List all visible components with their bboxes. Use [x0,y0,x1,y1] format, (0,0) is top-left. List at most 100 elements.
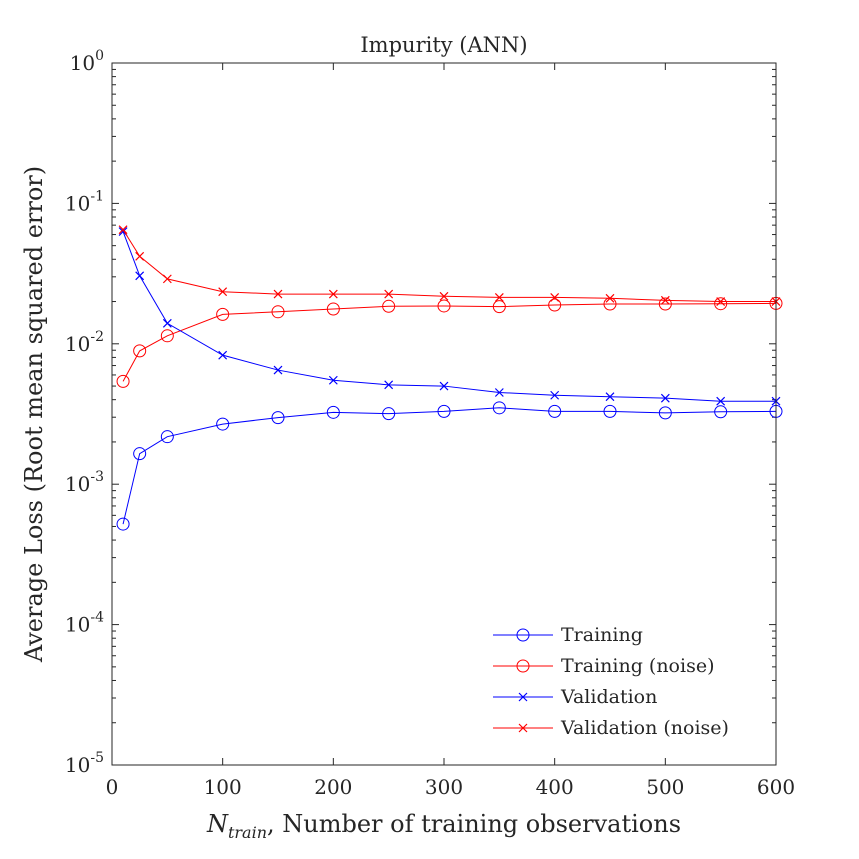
series-layer [116,225,783,531]
data-point-circle [492,401,506,415]
series-line [122,231,776,402]
x-axis-label-text: , Number of training observations [267,810,681,838]
data-point-x [605,392,615,402]
data-point-circle [116,374,130,388]
y-tick-base: 10 [65,753,90,777]
data-point-x [135,271,145,281]
data-point-x [494,388,504,397]
data-point-circle [714,405,728,419]
legend: Training Training (noise) Validation Valida… [493,624,729,739]
series-line [122,302,777,382]
y-tick-label: 10-2 [65,329,104,356]
data-point-circle [548,298,562,312]
legend-label: Validation [560,686,657,708]
data-point-circle [658,406,672,420]
legend-marker [518,692,528,702]
x-tick-label: 200 [314,775,352,799]
data-point-x [162,318,172,328]
data-point-circle [603,404,617,418]
y-tick-exponent: -3 [90,469,104,485]
data-point-x [439,291,449,301]
data-point-x [716,297,726,306]
x-tick-label: 300 [425,775,463,799]
data-point-circle [714,297,728,311]
data-point-x [162,274,172,284]
series-validation [118,227,781,406]
data-point-circle [492,300,506,314]
data-point-x [384,380,394,390]
data-point-circle [216,307,230,321]
y-tick-exponent: -2 [90,329,104,345]
data-point-x [218,350,228,360]
data-point-x [218,287,228,297]
data-point-x [135,251,145,261]
data-point-circle [133,344,147,358]
x-tick-label: 400 [536,775,574,799]
y-tick-label: 10-4 [65,610,104,637]
x-axis-label-subscript: train [228,823,267,842]
plot-area [112,63,776,765]
data-point-circle [271,411,285,425]
data-point-x [439,381,449,391]
data-point-circle [133,447,147,461]
series-line [122,407,777,525]
y-tick-label: 10-5 [65,750,104,777]
x-tick-label: 0 [106,775,119,799]
data-point-x [605,293,615,303]
legend-label: Training [561,624,643,646]
legend-label: Validation (noise) [560,717,729,739]
data-point-x [328,375,338,385]
data-point-x [660,295,670,305]
y-tick-label: 10-3 [65,469,104,496]
legend-marker [518,723,528,733]
data-point-x [550,292,560,302]
data-point-circle [326,302,340,316]
y-tick-exponent: -5 [90,750,104,766]
data-point-circle [548,404,562,418]
data-point-circle [437,299,451,313]
x-tick-label: 500 [646,775,684,799]
series-training-noise [116,296,783,388]
y-tick-base: 10 [65,472,90,496]
data-point-circle [382,407,396,421]
data-point-circle [160,329,174,343]
data-point-circle [116,517,130,531]
data-point-circle [437,404,451,418]
data-point-x [550,390,560,400]
y-tick-base: 10 [70,51,95,75]
y-tick-base: 10 [65,613,90,637]
data-point-x [328,289,338,299]
y-tick-base: 10 [65,332,90,356]
legend-label: Training (noise) [561,655,714,677]
data-point-circle [658,297,672,311]
data-point-circle [271,305,285,319]
data-point-x [273,365,283,375]
x-tick-label: 600 [757,775,795,799]
x-axis-label-var: N [206,810,229,838]
data-point-circle [382,299,396,313]
data-point-x [660,393,670,403]
data-point-circle [216,417,230,431]
y-tick-label: 10-1 [65,188,104,215]
data-point-x [494,292,504,302]
legend-marker [516,659,530,673]
y-tick-label: 100 [70,48,104,75]
y-tick-exponent: -1 [90,188,104,204]
series-line [122,229,776,303]
series-training [116,401,783,531]
legend-marker [516,628,530,642]
data-point-circle [160,430,174,444]
y-tick-base: 10 [65,191,90,215]
x-axis-label: Ntrain, Number of training observations [206,810,681,842]
x-tick-label: 100 [204,775,242,799]
data-point-x [118,225,128,235]
y-tick-exponent: -4 [90,610,104,626]
axis-ticks: 0 100 200 300 400 500 60010010-110-210-310-410… [65,48,795,799]
chart-title: Impurity (ANN) [360,33,527,57]
data-point-x [273,289,283,299]
data-point-circle [326,405,340,419]
y-axis-label: Average Loss (Root mean squared error) [20,166,48,663]
plot-frame [111,62,777,766]
data-point-x [384,289,394,299]
